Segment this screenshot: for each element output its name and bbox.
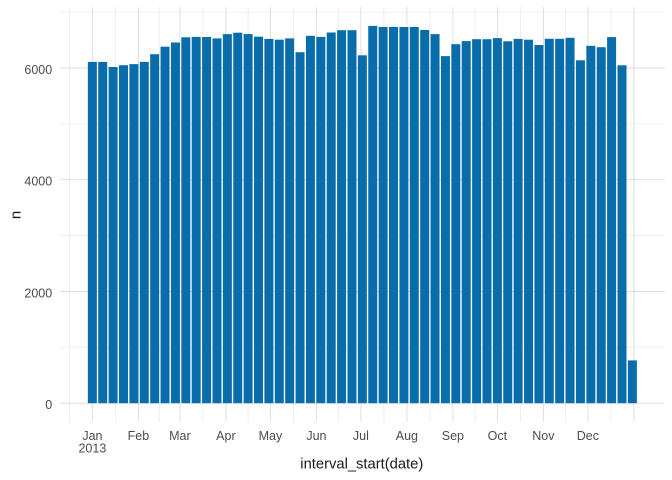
svg-text:6000: 6000 [24,63,52,77]
svg-text:2000: 2000 [24,287,52,301]
svg-text:Feb: Feb [128,429,150,443]
svg-text:Jun: Jun [306,429,326,443]
svg-text:4000: 4000 [24,175,52,189]
svg-text:May: May [259,429,283,443]
svg-text:Nov: Nov [532,429,555,443]
svg-text:Aug: Aug [396,429,418,443]
svg-text:Jan: Jan [82,429,102,443]
svg-text:Sep: Sep [442,429,464,443]
svg-text:interval_start(date): interval_start(date) [300,456,423,472]
svg-text:Jul: Jul [353,429,369,443]
svg-text:Dec: Dec [577,429,599,443]
svg-text:Mar: Mar [169,429,191,443]
svg-text:2013: 2013 [78,441,106,455]
svg-text:0: 0 [45,398,52,412]
svg-text:Apr: Apr [216,429,235,443]
svg-text:Oct: Oct [488,429,508,443]
svg-text:n: n [7,211,24,219]
